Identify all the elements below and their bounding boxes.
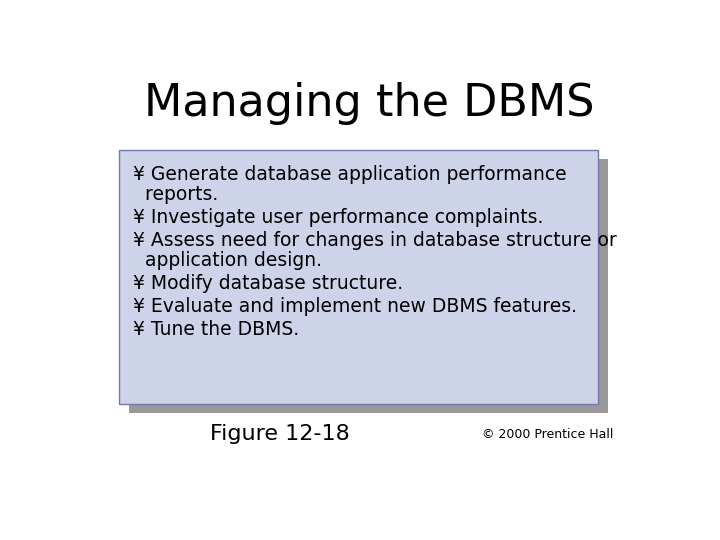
Text: ¥ Assess need for changes in database structure or: ¥ Assess need for changes in database st… — [133, 231, 617, 250]
Text: reports.: reports. — [133, 185, 219, 204]
FancyBboxPatch shape — [120, 150, 598, 403]
Text: ¥ Generate database application performance: ¥ Generate database application performa… — [133, 165, 567, 184]
Text: ¥ Evaluate and implement new DBMS features.: ¥ Evaluate and implement new DBMS featur… — [133, 298, 577, 316]
FancyBboxPatch shape — [129, 159, 608, 413]
Text: ¥ Modify database structure.: ¥ Modify database structure. — [133, 274, 403, 293]
Text: application design.: application design. — [133, 251, 323, 270]
Text: ¥ Investigate user performance complaints.: ¥ Investigate user performance complaint… — [133, 208, 544, 227]
Text: ¥ Tune the DBMS.: ¥ Tune the DBMS. — [133, 320, 300, 340]
Text: © 2000 Prentice Hall: © 2000 Prentice Hall — [482, 428, 613, 441]
Text: Figure 12-18: Figure 12-18 — [210, 424, 350, 444]
Text: Managing the DBMS: Managing the DBMS — [144, 82, 594, 125]
